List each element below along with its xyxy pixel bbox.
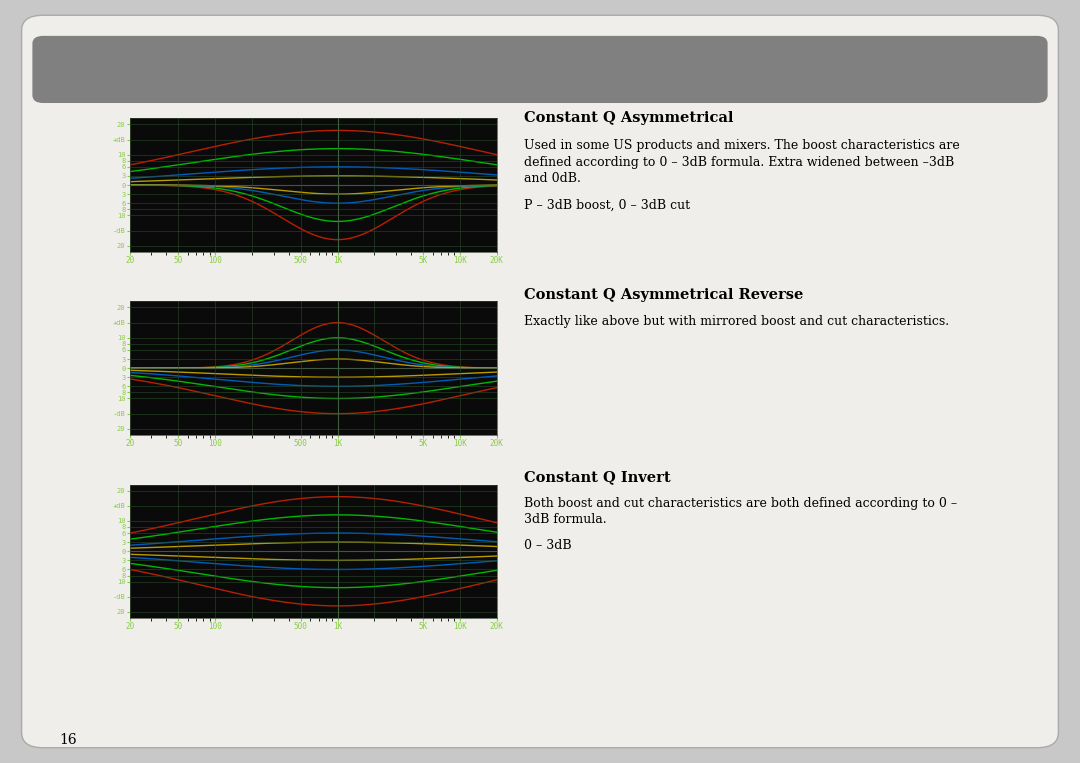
- Text: and 0dB.: and 0dB.: [524, 172, 581, 185]
- Text: P – 3dB boost, 0 – 3dB cut: P – 3dB boost, 0 – 3dB cut: [524, 198, 690, 211]
- Text: 3dB formula.: 3dB formula.: [524, 513, 607, 526]
- Text: Constant Q Asymmetrical: Constant Q Asymmetrical: [524, 111, 733, 125]
- FancyBboxPatch shape: [32, 36, 1048, 103]
- Text: 16: 16: [59, 733, 77, 747]
- Text: Both boost and cut characteristics are both defined according to 0 –: Both boost and cut characteristics are b…: [524, 497, 957, 510]
- Text: Exactly like above but with mirrored boost and cut characteristics.: Exactly like above but with mirrored boo…: [524, 315, 949, 328]
- Text: Used in some US products and mixers. The boost characteristics are: Used in some US products and mixers. The…: [524, 139, 959, 152]
- Text: defined according to 0 – 3dB formula. Extra widened between –3dB: defined according to 0 – 3dB formula. Ex…: [524, 156, 954, 169]
- Text: 0 – 3dB: 0 – 3dB: [524, 539, 571, 552]
- Text: Constant Q Asymmetrical Reverse: Constant Q Asymmetrical Reverse: [524, 288, 804, 302]
- Text: Constant Q Invert: Constant Q Invert: [524, 470, 671, 484]
- FancyBboxPatch shape: [22, 15, 1058, 748]
